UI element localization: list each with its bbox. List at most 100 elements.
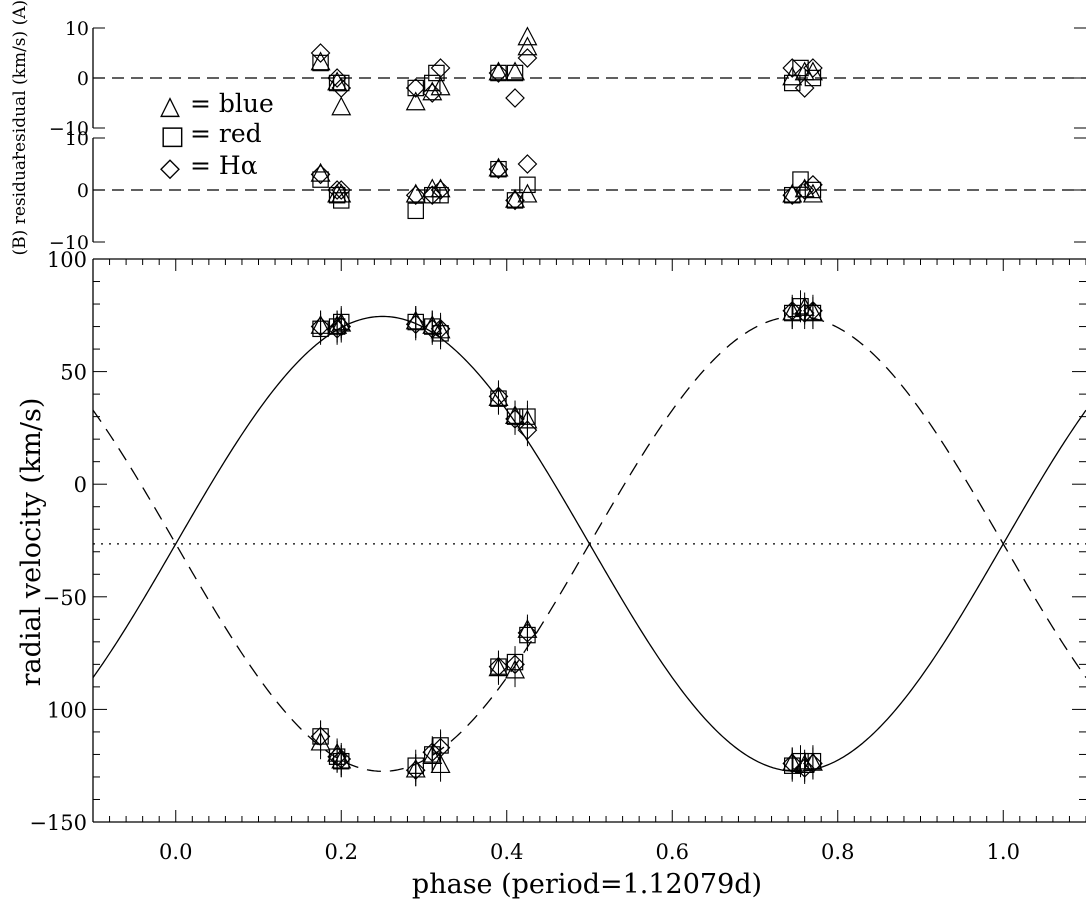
residual-a-point-triangle (310, 51, 331, 71)
residual-a-point-triangle (331, 96, 352, 116)
residual-a-point-diamond (430, 58, 451, 78)
residual-a-point-triangle (517, 36, 538, 56)
residual-a-point-diamond (794, 78, 815, 98)
main-ytick-label: −150 (29, 811, 87, 835)
residual-a-ytick-label: 0 (77, 68, 89, 90)
rv-point-diamond (488, 656, 509, 677)
rv-point-diamond (422, 318, 443, 339)
main-ytick-label: −50 (43, 586, 87, 610)
residual-a-point-diamond (327, 68, 347, 88)
main-rv-panel: −150 100 −50 0 50 100 0.0 0.2 0.4 0.6 0.8 1.0 (29, 248, 1086, 864)
rv-point-square (792, 752, 809, 770)
legend-item-blue: △ = blue (160, 89, 274, 121)
residual-b-ytick-label: 0 (77, 180, 89, 202)
rv-point-diamond (794, 303, 815, 323)
legend: △ = blue □ = red ◇ = Hα (160, 89, 274, 183)
residual-b-point-triangle (310, 162, 331, 182)
residual-a-point-diamond (782, 58, 803, 78)
residual-a-point-square (792, 59, 809, 77)
rv-point-diamond (782, 753, 803, 774)
residual-a-point-diamond (422, 83, 443, 103)
residual-a-point-triangle (405, 91, 426, 111)
residual-a-point-triangle (505, 61, 526, 81)
residual-b-point-square (519, 176, 536, 194)
residual-panel-b: 10 0 −10 (49, 128, 1086, 254)
residual-a-point-diamond (331, 78, 352, 98)
main-xtick-label: 0.2 (325, 840, 358, 864)
main-xtick-label: 1.0 (987, 840, 1020, 864)
residual-b-point-triangle (331, 183, 352, 203)
legend-item-halpha: ◇ = Hα (160, 151, 258, 183)
rv-point-diamond (310, 726, 331, 747)
residual-b-point-diamond (331, 180, 352, 200)
rv-point-diamond (803, 300, 823, 321)
residual-a-point-square (490, 64, 507, 82)
main-ytick-label: 100 (47, 248, 87, 272)
rv-point-diamond (405, 314, 426, 335)
rv-point-diamond (517, 622, 538, 643)
residual-b-point-diamond (310, 164, 331, 185)
legend-label-halpha: = Hα (190, 151, 258, 180)
legend-symbol-diamond: ◇ (160, 153, 180, 183)
residual-a-point-diamond (505, 88, 525, 108)
residual-b-point-square (407, 202, 424, 220)
residual-b-point-square (804, 181, 822, 199)
residual-b-point-diamond (488, 159, 509, 180)
residual-a-point-square (312, 54, 329, 72)
main-xtick-label: 0.8 (821, 840, 854, 864)
rv-point-diamond (430, 318, 451, 339)
residual-b-ylabel: (B) residual (10, 155, 30, 256)
residual-a-ylabel: residual (km/s) (A) (10, 0, 30, 160)
residual-b-point-triangle (488, 157, 509, 177)
legend-label-blue: = blue (190, 89, 274, 118)
rv-point-diamond (310, 316, 331, 337)
residual-b-point-square (792, 171, 809, 188)
main-xlabel: phase (period=1.12079d) (412, 869, 762, 900)
residual-b-point-diamond (405, 185, 426, 206)
residual-b-point-diamond (505, 190, 525, 211)
residual-a-point-triangle (488, 61, 509, 81)
residual-b-point-triangle (802, 183, 823, 203)
residual-a-point-triangle (327, 71, 348, 91)
rv-point-diamond (517, 420, 538, 441)
rv-point-diamond (505, 654, 525, 675)
legend-item-red: □ = red (160, 119, 262, 151)
residual-panel-a: 10 0 −10 (49, 18, 1086, 140)
main-ylabel: radial velocity (km/s) (16, 398, 47, 687)
residual-b-point-diamond (430, 180, 451, 200)
legend-symbol-square: □ (160, 121, 185, 151)
rv-point-triangle (430, 754, 451, 774)
residual-b-ytick-label: 10 (65, 128, 89, 150)
rv-point-diamond (327, 746, 347, 767)
rv-point-diamond (327, 318, 347, 339)
legend-symbol-triangle: △ (160, 91, 180, 121)
rv-point-diamond (782, 300, 803, 321)
rv-point-diamond (488, 386, 509, 407)
residual-a-point-diamond (405, 78, 426, 98)
residual-a-point-square (804, 69, 822, 87)
residual-a-point-diamond (803, 58, 823, 78)
residual-b-point-triangle (405, 183, 426, 203)
rv-point-diamond (422, 742, 443, 763)
residual-b-point-diamond (327, 180, 347, 200)
rv-point-diamond (331, 749, 352, 769)
rv-point-diamond (803, 753, 823, 774)
main-xtick-label: 0.4 (490, 840, 523, 864)
rv-point-diamond (331, 316, 352, 337)
residual-b-point-triangle (517, 183, 538, 203)
residual-b-point-square (783, 186, 801, 204)
rv-point-diamond (505, 409, 525, 429)
residual-b-point-square (506, 192, 524, 209)
residual-a-point-square (424, 74, 441, 92)
residual-b-point-diamond (794, 180, 815, 200)
residual-a-point-square (407, 79, 424, 97)
residual-b-point-diamond (803, 174, 823, 195)
main-xtick-label: 0.0 (159, 840, 192, 864)
residual-b-point-square (490, 160, 507, 178)
residual-a-ytick-label: −10 (49, 118, 89, 140)
main-ytick-label: 0 (74, 473, 87, 497)
residual-b-point-square (312, 171, 329, 188)
residual-a-point-diamond (517, 48, 538, 68)
residual-a-ytick-label: 10 (65, 18, 89, 40)
